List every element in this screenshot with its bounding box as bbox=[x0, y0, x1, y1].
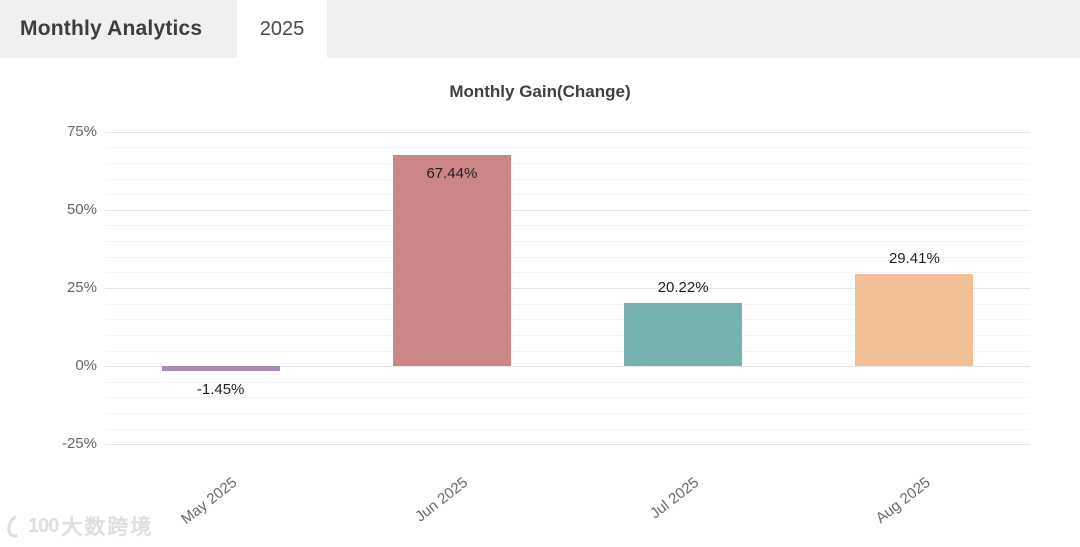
bar-may-2025[interactable] bbox=[161, 366, 280, 371]
gridline-major bbox=[105, 131, 1030, 133]
page-title: Monthly Analytics bbox=[20, 17, 203, 40]
gridline-minor bbox=[105, 334, 1030, 336]
watermark: 100 大数跨境 bbox=[3, 511, 154, 541]
value-label: 67.44% bbox=[426, 165, 478, 183]
gridline-minor bbox=[105, 194, 1030, 196]
x-tick-label: Aug 2025 bbox=[872, 474, 934, 527]
tab-2025[interactable]: 2025 bbox=[237, 0, 327, 58]
gridline-minor bbox=[105, 303, 1030, 305]
plot-area: -1.45% 67.44% 20.22% 29.41% bbox=[105, 116, 1030, 460]
header-bar: Monthly Analytics 2025 bbox=[0, 0, 1080, 58]
bar-jul-2025[interactable] bbox=[624, 302, 743, 367]
chart-title: Monthly Gain(Change) bbox=[449, 82, 631, 101]
gridline-minor bbox=[105, 428, 1030, 430]
gridline-minor bbox=[105, 241, 1030, 243]
gridline-minor bbox=[105, 162, 1030, 164]
y-tick-label: 25% bbox=[66, 279, 97, 296]
watermark-logo-text: 100 bbox=[28, 514, 59, 537]
gridline-minor bbox=[105, 178, 1030, 180]
gridline-major bbox=[105, 209, 1030, 211]
gridline-minor bbox=[105, 397, 1030, 399]
value-label: 29.41% bbox=[888, 250, 940, 268]
bar-aug-2025[interactable] bbox=[855, 274, 974, 367]
y-tick-label: 0% bbox=[75, 357, 97, 375]
gridline-minor bbox=[105, 147, 1030, 149]
bar-jun-2025[interactable] bbox=[392, 155, 511, 367]
gridline-minor bbox=[105, 256, 1030, 258]
x-tick-label: Jun 2025 bbox=[412, 474, 472, 526]
gridline-major bbox=[105, 366, 1030, 368]
x-tick-label: May 2025 bbox=[177, 474, 241, 528]
gridline-minor bbox=[105, 381, 1030, 383]
y-tick-label: 75% bbox=[66, 122, 97, 140]
y-tick-label: -25% bbox=[61, 435, 97, 453]
value-label: 20.22% bbox=[657, 278, 709, 296]
gridline-minor bbox=[105, 350, 1030, 352]
watermark-text: 大数跨境 bbox=[61, 516, 154, 539]
gridline-minor bbox=[105, 225, 1030, 227]
brand-logo-icon bbox=[3, 511, 30, 541]
gridline-minor bbox=[105, 272, 1030, 274]
gridline-minor bbox=[105, 319, 1030, 321]
gridline-major bbox=[105, 288, 1030, 289]
gridline-major bbox=[105, 444, 1030, 446]
gridline-minor bbox=[105, 413, 1030, 415]
y-tick-label: 50% bbox=[66, 200, 97, 218]
tab-label: 2025 bbox=[259, 18, 305, 40]
x-tick-label: Jul 2025 bbox=[647, 474, 703, 523]
value-label: -1.45% bbox=[196, 380, 245, 398]
